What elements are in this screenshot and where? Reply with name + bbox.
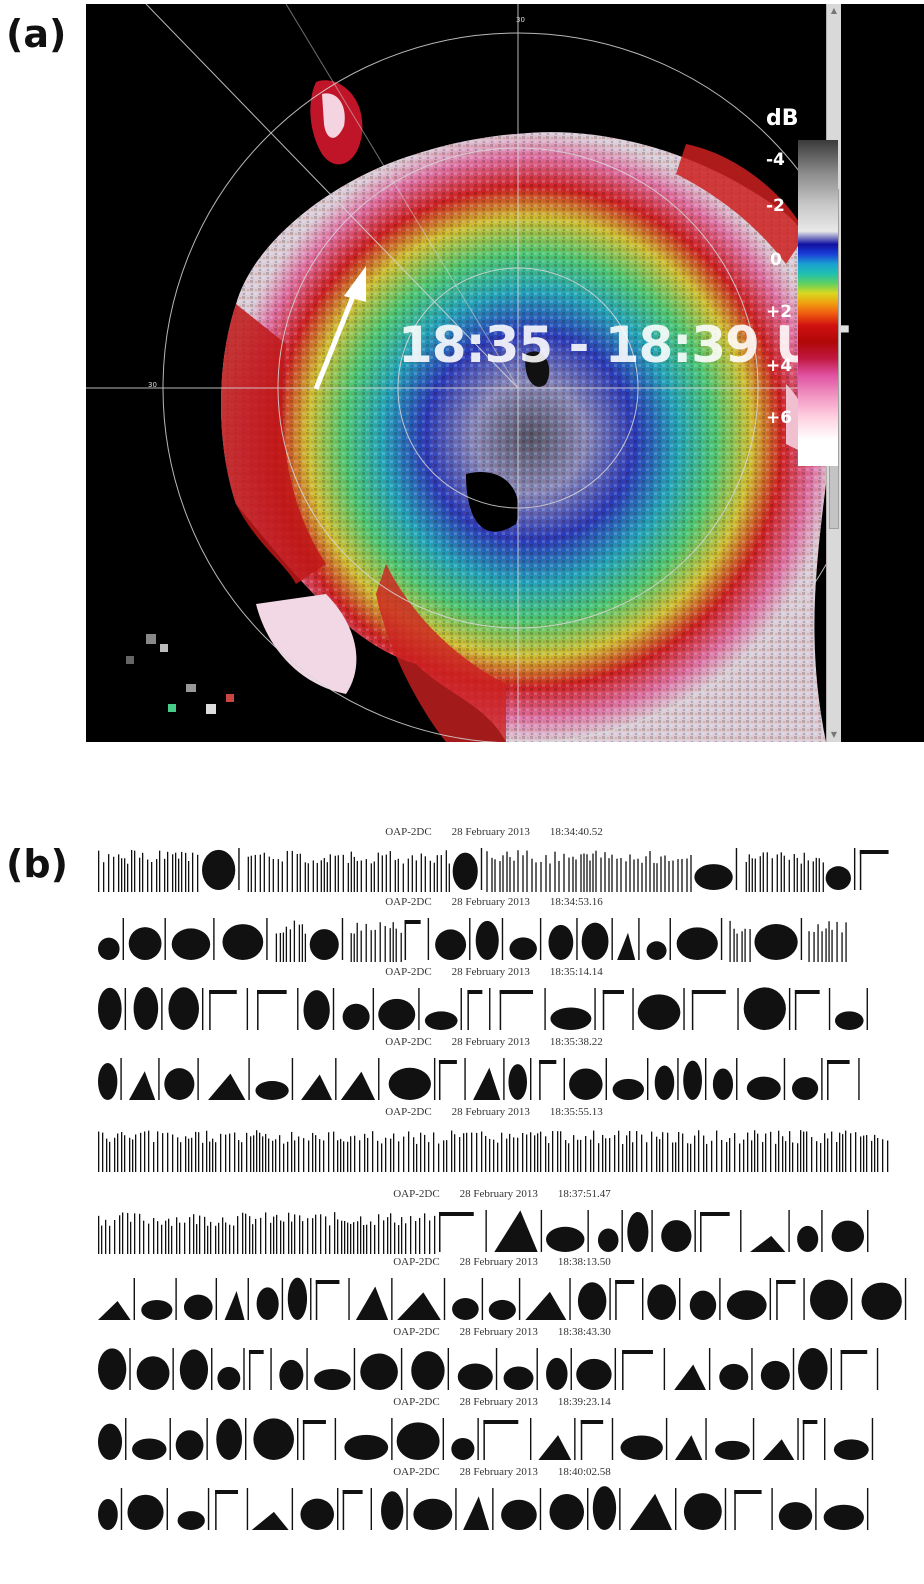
strip-caption: OAP-2DC 28 February 2013 18:39:23.14 (393, 1396, 611, 1408)
strip-caption: OAP-2DC 28 February 2013 18:40:02.58 (393, 1466, 611, 1478)
strip-caption: OAP-2DC 28 February 2013 18:34:40.52 (385, 826, 603, 838)
particle-images (98, 1277, 907, 1320)
particle-images (98, 1130, 889, 1172)
probe-strip: OAP-2DC 28 February 2013 18:37:51.47 (96, 1188, 908, 1258)
scroll-up-arrow-icon[interactable]: ▲ (830, 6, 838, 15)
colorbar-tick: +6 (766, 408, 793, 428)
probe-strip: OAP-2DC 28 February 2013 18:35:38.22 (96, 1036, 892, 1106)
particle-images (98, 848, 889, 892)
probe-strip: OAP-2DC 28 February 2013 18:34:53.16 (96, 896, 892, 966)
particle-images (98, 918, 847, 962)
particle-images (98, 1210, 869, 1254)
particle-images (98, 1058, 860, 1100)
particle-images (98, 986, 868, 1030)
panel-label-b: (b) (6, 842, 68, 886)
probe-strip: OAP-2DC 28 February 2013 18:35:55.13 (96, 1106, 892, 1176)
radar-reflectivity-image (86, 4, 826, 742)
strip-caption: OAP-2DC 28 February 2013 18:34:53.16 (385, 896, 603, 908)
particle-images (98, 1348, 879, 1390)
colorbar-tick: -4 (766, 150, 785, 170)
strip-caption: OAP-2DC 28 February 2013 18:37:51.47 (393, 1188, 611, 1200)
scroll-down-arrow-icon[interactable]: ▼ (830, 730, 838, 739)
strip-caption: OAP-2DC 28 February 2013 18:35:55.13 (385, 1106, 603, 1118)
colorbar-tick: -2 (766, 196, 785, 216)
strip-caption: OAP-2DC 28 February 2013 18:35:14.14 (385, 966, 603, 978)
strip-caption: OAP-2DC 28 February 2013 18:38:43.30 (393, 1326, 611, 1338)
colorbar-unit: dB (766, 106, 799, 131)
colorbar-tick: 0 (770, 250, 782, 270)
radar-ppi-panel: 30 30 18:35 - 18:39 UT ▲ ▼ (86, 4, 924, 742)
panel-label-a: (a) (6, 12, 67, 56)
particle-images (98, 1486, 869, 1530)
probe-strip: OAP-2DC 28 February 2013 18:40:02.58 (96, 1466, 908, 1536)
probe-strip: OAP-2DC 28 February 2013 18:38:13.50 (96, 1256, 908, 1326)
strip-caption: OAP-2DC 28 February 2013 18:38:13.50 (393, 1256, 611, 1268)
time-range-label: 18:35 - 18:39 UT (398, 316, 849, 374)
probe-strip: OAP-2DC 28 February 2013 18:39:23.14 (96, 1396, 908, 1466)
direction-arrow (313, 266, 366, 390)
probe-strip: OAP-2DC 28 February 2013 18:38:43.30 (96, 1326, 908, 1396)
colorbar (798, 140, 838, 466)
range-label-top: 30 (516, 16, 525, 24)
probe-strip: OAP-2DC 28 February 2013 18:35:14.14 (96, 966, 892, 1036)
probe-strip: OAP-2DC 28 February 2013 18:34:40.52 (96, 826, 892, 896)
particle-images (98, 1418, 874, 1460)
colorbar-tick: +2 (766, 302, 793, 322)
range-label-left: 30 (148, 381, 157, 389)
strip-caption: OAP-2DC 28 February 2013 18:35:38.22 (385, 1036, 603, 1048)
colorbar-tick: +4 (766, 356, 793, 376)
